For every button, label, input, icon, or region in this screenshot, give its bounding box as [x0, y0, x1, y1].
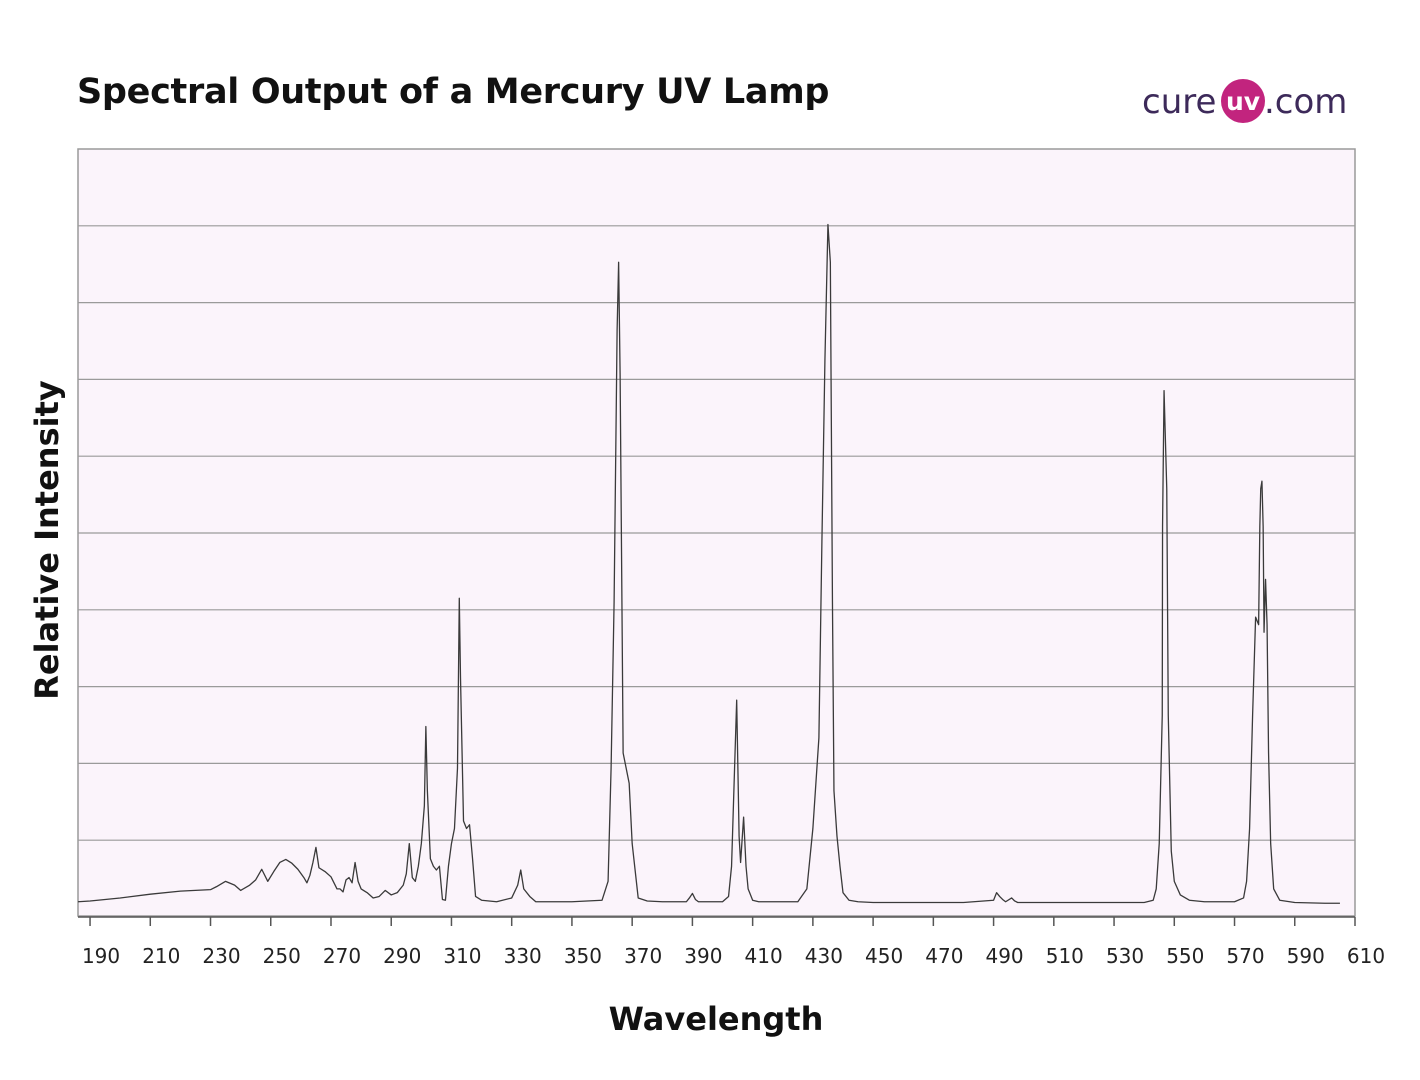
logo-text-suffix: .com [1264, 82, 1347, 122]
x-tick-label: 410 [745, 944, 783, 968]
cureuv-logo: cure uv .com [1140, 76, 1350, 126]
x-axis-ticks: 190 210 230 250 270 290 310 330 350 370 390 410 430 4… [82, 917, 1385, 968]
x-tick-label: 570 [1226, 944, 1264, 968]
x-tick-label: 370 [624, 944, 662, 968]
x-tick-label: 550 [1166, 944, 1204, 968]
x-tick-label: 270 [323, 944, 361, 968]
x-tick-label: 450 [865, 944, 903, 968]
chart-title: Spectral Output of a Mercury UV Lamp [77, 72, 830, 112]
x-tick-label: 230 [202, 944, 240, 968]
x-tick-label: 210 [142, 944, 180, 968]
x-tick-label: 490 [985, 944, 1023, 968]
x-tick-label: 590 [1287, 944, 1325, 968]
y-axis-title: Relative Intensity [28, 380, 66, 700]
x-tick-label: 610 [1347, 944, 1385, 968]
x-tick-label: 190 [82, 944, 120, 968]
logo-text-prefix: cure [1142, 82, 1216, 122]
x-axis-title: Wavelength [609, 1000, 824, 1038]
grid-lines [78, 225, 1355, 841]
x-tick-label: 430 [805, 944, 843, 968]
x-tick-label: 470 [925, 944, 963, 968]
x-tick-label: 250 [263, 944, 301, 968]
cureuv-logo-graphic: cure uv .com [1142, 79, 1347, 123]
x-tick-label: 310 [443, 944, 481, 968]
spectrum-line [77, 223, 1340, 904]
x-tick-label: 530 [1106, 944, 1144, 968]
x-tick-label: 330 [504, 944, 542, 968]
x-tick-label: 350 [564, 944, 602, 968]
logo-badge-text: uv [1226, 87, 1260, 116]
x-tick-label: 290 [383, 944, 421, 968]
x-tick-label: 510 [1046, 944, 1084, 968]
x-tick-label: 390 [684, 944, 722, 968]
logo-badge-circle [1221, 79, 1265, 123]
